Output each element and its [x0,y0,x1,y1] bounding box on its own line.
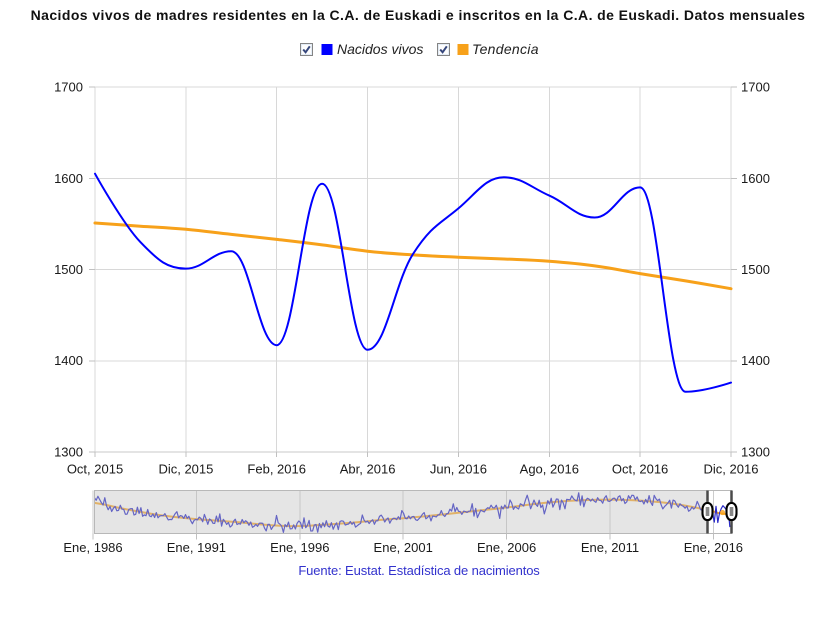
svg-text:Abr, 2016: Abr, 2016 [340,462,396,477]
svg-text:Dic, 2015: Dic, 2015 [158,462,213,477]
svg-text:Nacidos vivos: Nacidos vivos [337,41,423,57]
svg-text:Ene, 2001: Ene, 2001 [374,540,433,555]
svg-text:1300: 1300 [54,445,83,460]
svg-text:Ene, 1996: Ene, 1996 [270,540,329,555]
svg-text:Ene, 2011: Ene, 2011 [581,540,639,555]
svg-text:Dic, 2016: Dic, 2016 [704,462,759,477]
svg-text:Ene, 2006: Ene, 2006 [477,540,536,555]
svg-text:1600: 1600 [54,171,83,186]
svg-text:Ene, 1991: Ene, 1991 [167,540,226,555]
svg-text:Ene, 2016: Ene, 2016 [684,540,743,555]
svg-text:Jun, 2016: Jun, 2016 [430,462,487,477]
svg-text:Fuente: Eustat. Estadística de: Fuente: Eustat. Estadística de nacimient… [298,563,540,578]
svg-text:1400: 1400 [54,353,83,368]
svg-text:1700: 1700 [54,80,83,95]
svg-text:Tendencia: Tendencia [472,41,539,57]
svg-text:Oct, 2015: Oct, 2015 [67,462,123,477]
svg-text:Feb, 2016: Feb, 2016 [247,462,306,477]
svg-text:1300: 1300 [741,445,770,460]
svg-text:1600: 1600 [741,171,770,186]
svg-text:Ene, 1986: Ene, 1986 [63,540,122,555]
svg-text:1700: 1700 [741,80,770,95]
svg-text:Ago, 2016: Ago, 2016 [520,462,579,477]
svg-text:1500: 1500 [741,262,770,277]
svg-text:Nacidos vivos de madres reside: Nacidos vivos de madres residentes en la… [31,7,806,23]
svg-text:1400: 1400 [741,353,770,368]
svg-text:1500: 1500 [54,262,83,277]
svg-text:Oct, 2016: Oct, 2016 [612,462,668,477]
